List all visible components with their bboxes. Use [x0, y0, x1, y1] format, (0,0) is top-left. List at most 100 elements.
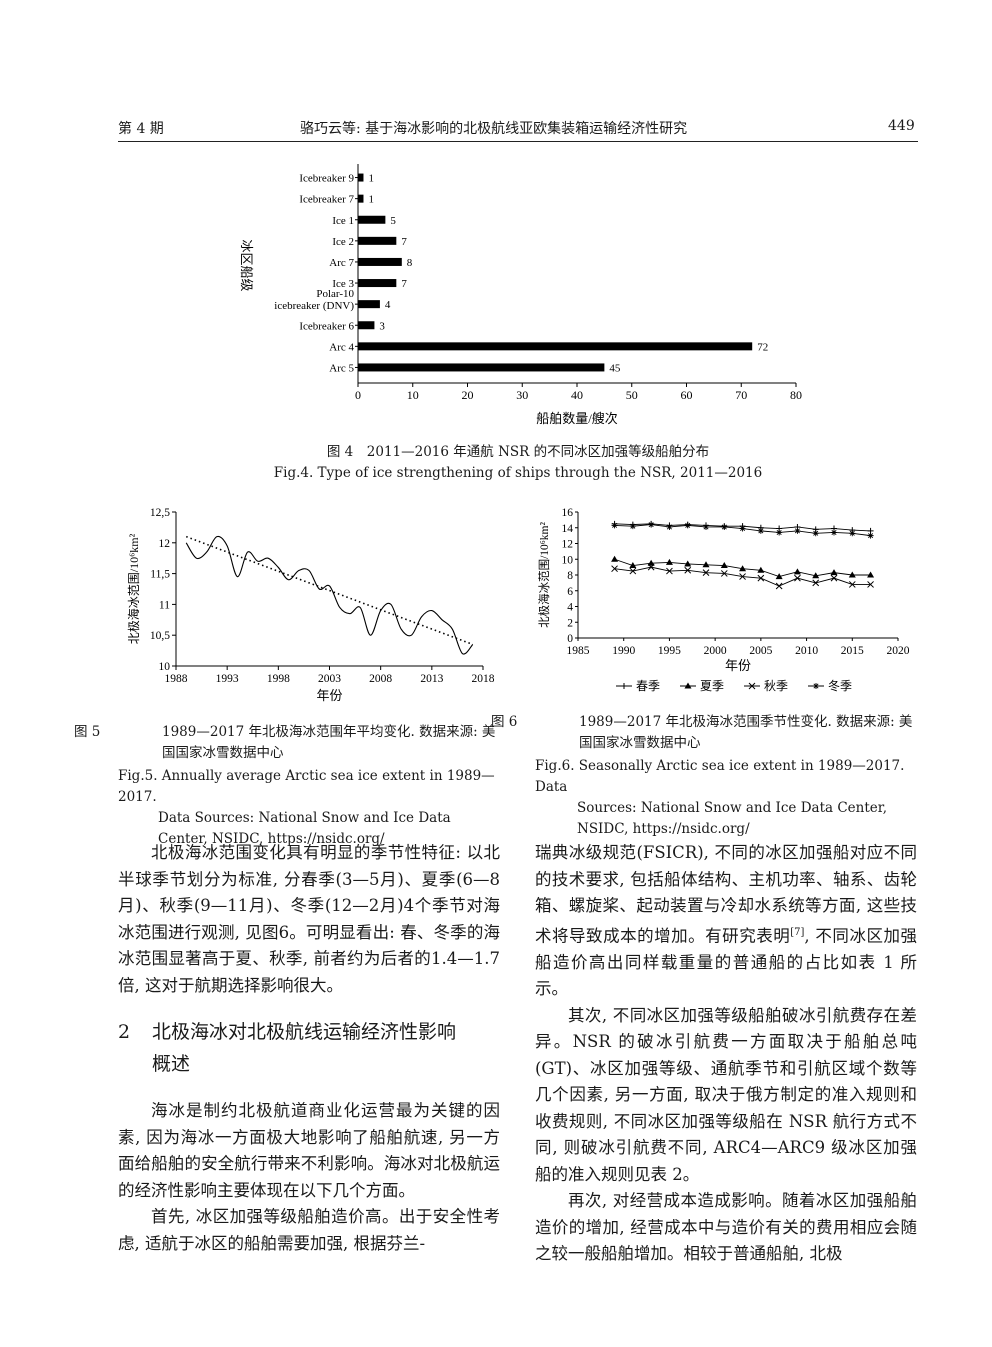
x-tick-label: 2003 [318, 673, 341, 685]
category-label: Ice 1 [332, 215, 354, 227]
fig4-bar-chart: 0 10 20 30 40 50 60 70 80 1 Icebreaker 9 1 Icebreake… [239, 164, 802, 426]
data-point [647, 559, 655, 566]
legend-label: 冬季 [828, 678, 852, 693]
category-label: Icebreaker 7 [299, 194, 354, 206]
y-tick-label: 6 [567, 586, 573, 598]
fig5-caption-cn: 1989—2017 年北极海冰范围年平均变化. 数据来源: 美国国家冰雪数据中心 [162, 724, 496, 761]
x-tick-label: 70 [735, 388, 747, 402]
data-point [647, 563, 655, 571]
x-tick-label: 80 [790, 388, 802, 402]
data-point [748, 682, 756, 690]
data-point [867, 581, 874, 588]
section-number: 2 [118, 1021, 131, 1043]
data-point [684, 566, 692, 574]
fig6-caption: 图 6 1989—2017 年北极海冰范围季节性变化. 数据来源: 美国国家冰雪数… [491, 712, 920, 840]
data-point [831, 529, 837, 536]
right-column-text: 瑞典冰级规范(FSICR), 不同的冰区加强船对应不同的技术要求, 包括船体结构… [535, 840, 917, 1268]
x-tick-label: 1985 [567, 645, 590, 657]
left-column-para-2: 海冰是制约北极航道商业化运营最为关键的因素, 因为海冰一方面极大地影响了船舶航速… [118, 1098, 500, 1257]
fig5-caption-en-2: Data Sources: National Snow and Ice Data… [158, 810, 451, 847]
data-point [776, 529, 783, 536]
citation-ref[interactable]: [7] [790, 926, 805, 938]
category-label: Icebreaker 9 [299, 173, 354, 185]
data-point [739, 525, 746, 532]
data-point [684, 522, 691, 529]
data-point [867, 571, 875, 578]
y-tick-label: 10,5 [150, 630, 170, 642]
body-paragraph: 其次, 不同冰区加强等级船舶破冰引航费存在差异。NSR 的破冰引航费一方面取决于… [535, 1005, 917, 1184]
data-point [648, 521, 655, 528]
x-tick-label: 2008 [369, 673, 392, 685]
y-tick-label: 14 [562, 523, 574, 535]
bar-value-label: 45 [609, 362, 621, 374]
fig5-line-chart: 1988 1993 1998 2003 2008 2013 2018 10 10,5 11 11,5… [126, 507, 495, 703]
category-label: Arc 7 [329, 257, 354, 269]
y-tick-label: 4 [567, 602, 573, 614]
bar-value-label: 72 [757, 341, 768, 353]
fig5-caption: 图 5 1989—2017 年北极海冰范围年平均变化. 数据来源: 美国国家冰雪数… [74, 722, 503, 850]
data-point [757, 527, 764, 534]
x-tick-label: 50 [626, 388, 638, 402]
data-point [830, 569, 838, 576]
x-tick-label: 40 [571, 388, 583, 402]
legend-label: 夏季 [700, 679, 724, 693]
data-point [611, 565, 618, 573]
x-tick-label: 1993 [216, 673, 239, 685]
bar [358, 342, 753, 351]
y-tick-label: 12 [562, 539, 574, 551]
data-point [684, 560, 692, 567]
category-label: Icebreaker 6 [299, 320, 354, 332]
issue-number: 第 4 期 [118, 121, 164, 137]
x-axis-title: 船舶数量/艘次 [536, 411, 618, 426]
x-tick-label: 1988 [165, 673, 188, 685]
bar-value-label: 3 [379, 320, 385, 332]
data-point [848, 571, 856, 578]
bar [358, 363, 605, 372]
category-label: Polar-10 [316, 288, 354, 300]
section-heading: 2 北极海冰对北极航线运输经济性影响 概述 [118, 1016, 500, 1080]
bar [358, 215, 386, 224]
legend-label: 春季 [636, 679, 660, 693]
body-text: 瑞典冰级规范(FSICR), 不同的冰区加强船对应不同的技术要求, 包括船体结构… [535, 843, 917, 945]
data-point [665, 558, 673, 565]
y-tick-label: 16 [562, 507, 574, 519]
y-tick-label: 12,5 [150, 507, 170, 519]
data-point [666, 567, 673, 575]
body-paragraph: 首先, 冰区加强等级船舶造价高。出于安全性考虑, 适航于冰区的船舶需要加强, 根… [118, 1207, 500, 1253]
y-tick-label: 12 [159, 538, 171, 550]
bar-value-label: 4 [385, 299, 391, 311]
fig6-caption-en-1: Fig.6. Seasonally Arctic sea ice extent … [535, 758, 905, 795]
data-point [812, 572, 820, 579]
data-point [702, 561, 710, 568]
body-paragraph: 海冰是制约北极航道商业化运营最为关键的因素, 因为海冰一方面极大地影响了船舶航速… [118, 1101, 500, 1200]
bar [358, 236, 397, 245]
x-tick-label: 1990 [612, 645, 635, 657]
fig5-caption-en-1: Fig.5. Annually average Arctic sea ice e… [118, 768, 495, 805]
x-tick-label: 1995 [658, 645, 681, 657]
bar-value-label: 1 [368, 173, 374, 185]
fig6-caption-num: 图 6 [491, 714, 518, 730]
data-point [720, 570, 728, 577]
running-title: 骆巧云等: 基于海冰影响的北极航线亚欧集装箱运输经济性研究 [300, 121, 688, 137]
bar [358, 321, 375, 330]
x-tick-label: 30 [516, 388, 528, 402]
data-point [849, 530, 856, 537]
data-point [666, 523, 673, 530]
annual-extent-line [185, 535, 474, 655]
y-tick-label: 11,5 [150, 569, 170, 581]
x-tick-label: 60 [681, 388, 693, 402]
x-axis-title: 年份 [725, 658, 751, 673]
fig5-caption-num: 图 5 [74, 724, 101, 740]
x-tick-label: 20 [462, 388, 474, 402]
body-paragraph: 瑞典冰级规范(FSICR), 不同的冰区加强船对应不同的技术要求, 包括船体结构… [535, 840, 917, 1003]
data-point [794, 574, 801, 582]
fig6-caption-en-2: Sources: National Snow and Ice Data Cent… [577, 800, 888, 837]
bar-value-label: 8 [407, 257, 413, 269]
fig6-caption-cn: 1989—2017 年北极海冰范围季节性变化. 数据来源: 美国国家冰雪数据中心 [579, 714, 913, 751]
left-column-para-1: 北极海冰范围变化具有明显的季节性特征: 以北半球季节划分为标准, 分春季(3—5… [118, 840, 500, 999]
category-label: icebreaker (DNV) [274, 300, 354, 312]
data-point [629, 523, 636, 530]
x-tick-label: 0 [355, 388, 361, 402]
data-point [611, 522, 618, 529]
bar-value-label: 7 [401, 278, 407, 290]
